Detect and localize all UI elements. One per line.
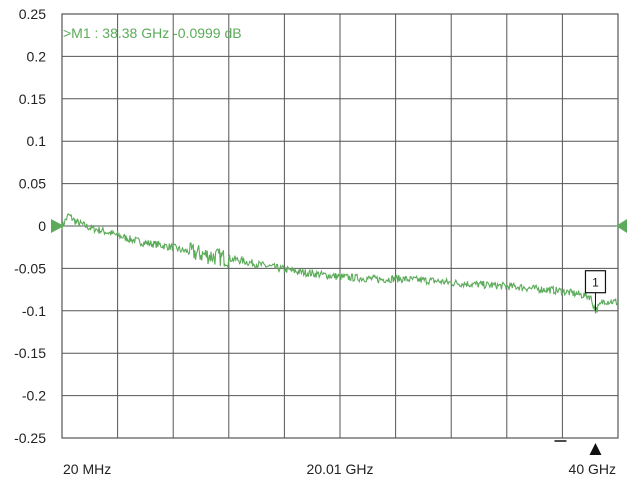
y-tick-label: -0.15 <box>14 345 46 361</box>
y-tick-label: 0 <box>38 218 46 234</box>
marker-number: 1 <box>592 276 599 290</box>
y-tick-label: -0.05 <box>14 260 46 276</box>
y-tick-label: 0.15 <box>19 91 46 107</box>
x-tick-labels: 20 MHz 20.01 GHz 40 GHz <box>63 461 616 477</box>
marker-readout: >M1 : 38.38 GHz -0.0999 dB <box>63 25 242 41</box>
x-tick-label: 40 GHz <box>569 461 616 477</box>
y-tick-label: -0.2 <box>22 388 46 404</box>
plot-grid <box>61 13 619 439</box>
y-tick-labels: 0.25 0.2 0.15 0.1 0.05 0 -0.05 -0.1 -0.15 -0.2 -0.… <box>14 6 46 446</box>
marker-box <box>584 270 607 294</box>
y-tick-label: 0.1 <box>27 133 47 149</box>
trace-line <box>61 212 619 314</box>
marker-position-indicator <box>589 443 602 455</box>
marker-group: >M1 : 38.38 GHz -0.0999 dB 1 <box>51 25 627 455</box>
y-tick-label: -0.1 <box>22 303 46 319</box>
y-tick-label: -0.25 <box>14 430 46 446</box>
x-tick-label: 20.01 GHz <box>307 461 374 477</box>
reference-arrow-left <box>51 219 64 233</box>
y-tick-label: 0.05 <box>19 176 46 192</box>
reference-arrow-right <box>616 219 627 233</box>
y-tick-label: 0.25 <box>19 6 46 22</box>
x-tick-label: 20 MHz <box>63 461 111 477</box>
trace-group <box>61 212 619 314</box>
y-tick-label: 0.2 <box>27 48 47 64</box>
